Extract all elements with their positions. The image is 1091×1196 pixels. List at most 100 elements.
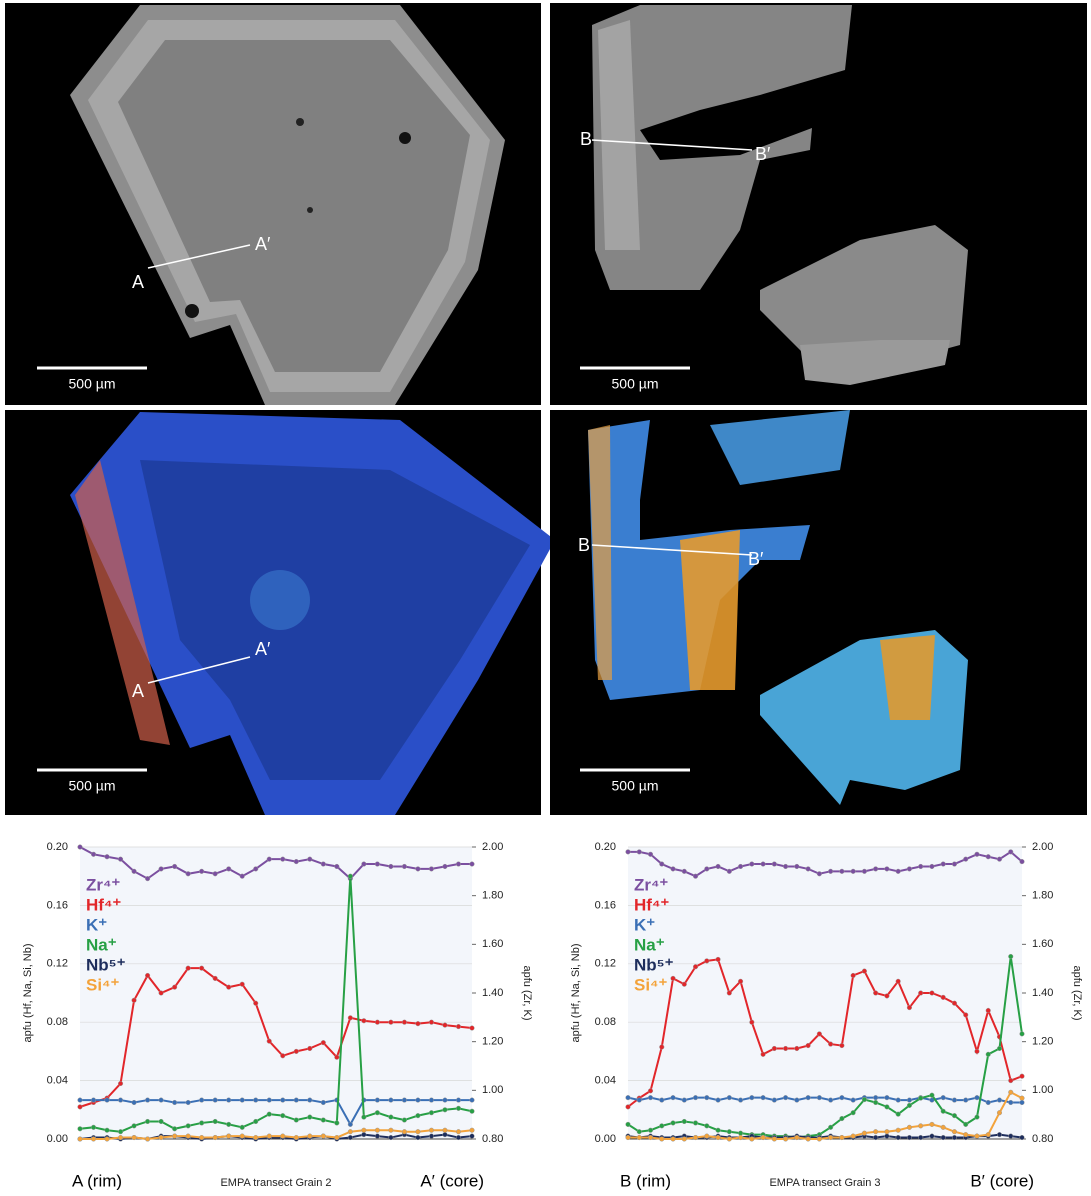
data-point <box>761 1135 766 1140</box>
data-point <box>389 1135 394 1140</box>
data-point <box>862 1131 867 1136</box>
y2-axis-label: apfu (Zr, K) <box>521 965 533 1020</box>
data-point <box>986 1008 991 1013</box>
data-point <box>145 876 150 881</box>
data-point <box>253 1119 258 1124</box>
data-point <box>806 1043 811 1048</box>
data-point <box>375 1134 380 1139</box>
y-tick-label: 0.00 <box>47 1133 68 1145</box>
data-point <box>118 1135 123 1140</box>
legend-label: Nb⁵⁺ <box>634 955 674 974</box>
data-point <box>963 1132 968 1137</box>
y2-tick-label: 1.00 <box>1032 1084 1053 1096</box>
x-start-label: B (rim) <box>620 1171 671 1190</box>
data-point <box>226 867 231 872</box>
data-point <box>1020 859 1025 864</box>
legend-label: Si⁴⁺ <box>86 975 119 994</box>
data-point <box>682 1119 687 1124</box>
data-point <box>105 1137 110 1142</box>
data-point <box>429 867 434 872</box>
y2-tick-label: 1.80 <box>1032 890 1053 902</box>
data-point <box>294 1135 299 1140</box>
data-point <box>416 1135 421 1140</box>
data-point <box>907 1135 912 1140</box>
point-label: A′ <box>255 234 271 254</box>
data-point <box>637 1135 642 1140</box>
data-point <box>851 973 856 978</box>
data-point <box>456 1106 461 1111</box>
data-point <box>750 1020 755 1025</box>
data-point <box>199 1121 204 1126</box>
data-point <box>118 1129 123 1134</box>
data-point <box>470 1109 475 1114</box>
data-point <box>321 1134 326 1139</box>
image-panel: B B′ 500 µm <box>550 410 1087 815</box>
data-point <box>783 1095 788 1100</box>
data-point <box>648 852 653 857</box>
legend-label: Si⁴⁺ <box>634 975 667 994</box>
data-point <box>750 1137 755 1142</box>
data-point <box>975 1095 980 1100</box>
data-point <box>389 1098 394 1103</box>
y2-axis-label: apfu (Zr, K) <box>1071 965 1083 1020</box>
data-point <box>682 1098 687 1103</box>
data-point <box>997 857 1002 862</box>
data-point <box>918 1135 923 1140</box>
data-point <box>963 1098 968 1103</box>
data-point <box>389 1020 394 1025</box>
data-point <box>682 982 687 987</box>
data-point <box>213 871 218 876</box>
data-point <box>267 1134 272 1139</box>
data-point <box>648 1089 653 1094</box>
data-point <box>362 1128 367 1133</box>
data-point <box>975 852 980 857</box>
data-point <box>429 1098 434 1103</box>
data-point <box>705 959 710 964</box>
data-point <box>186 1100 191 1105</box>
data-point <box>78 845 83 850</box>
data-point <box>862 869 867 874</box>
data-point <box>705 1095 710 1100</box>
data-point <box>159 1119 164 1124</box>
data-point <box>402 1129 407 1134</box>
data-point <box>280 1134 285 1139</box>
data-point <box>840 1095 845 1100</box>
y2-tick-label: 0.80 <box>1032 1133 1053 1145</box>
data-point <box>280 857 285 862</box>
data-point <box>213 1119 218 1124</box>
data-point <box>738 1098 743 1103</box>
data-point <box>727 1137 732 1142</box>
data-point <box>885 867 890 872</box>
data-point <box>362 1115 367 1120</box>
data-point <box>907 1103 912 1108</box>
data-point <box>321 862 326 867</box>
data-point <box>862 969 867 974</box>
data-point <box>132 869 137 874</box>
point-label: B′ <box>755 144 771 164</box>
data-point <box>186 871 191 876</box>
point-label: A <box>132 272 144 292</box>
data-point <box>772 1137 777 1142</box>
data-point <box>199 1098 204 1103</box>
data-point <box>1008 1134 1013 1139</box>
data-point <box>443 864 448 869</box>
data-point <box>429 1110 434 1115</box>
data-point <box>375 1020 380 1025</box>
data-point <box>470 1098 475 1103</box>
data-point <box>199 1135 204 1140</box>
data-point <box>145 1119 150 1124</box>
data-point <box>335 864 340 869</box>
data-point <box>671 867 676 872</box>
data-point <box>456 862 461 867</box>
y-axis-label: apfu (Hf, Na, Si, Nb) <box>570 943 582 1042</box>
data-point <box>873 867 878 872</box>
data-point <box>362 1018 367 1023</box>
data-point <box>648 1128 653 1133</box>
data-point <box>986 1132 991 1137</box>
plot-area <box>628 847 1022 1139</box>
data-point <box>91 852 96 857</box>
legend-label: Hf⁴⁺ <box>86 895 121 914</box>
data-point <box>375 862 380 867</box>
data-point <box>294 1118 299 1123</box>
data-point <box>1020 1100 1025 1105</box>
